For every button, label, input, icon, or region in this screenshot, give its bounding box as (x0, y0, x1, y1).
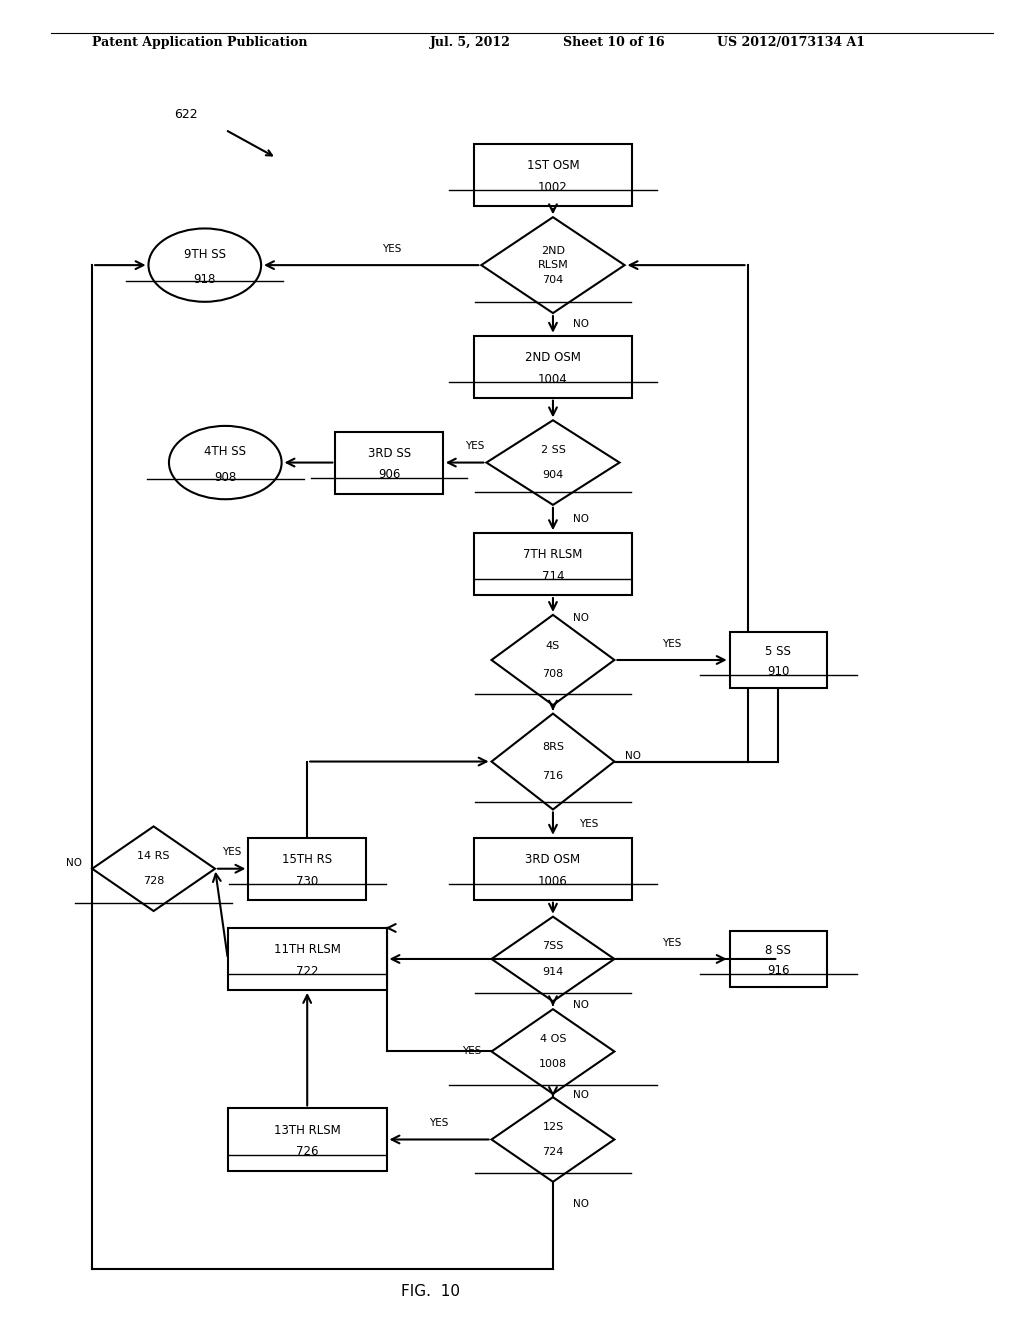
Polygon shape (92, 826, 215, 911)
Polygon shape (492, 916, 614, 1002)
Text: YES: YES (222, 847, 242, 858)
Text: 906: 906 (378, 469, 400, 482)
Text: 1006: 1006 (538, 875, 568, 887)
FancyBboxPatch shape (473, 144, 633, 206)
FancyBboxPatch shape (227, 928, 386, 990)
Text: NO: NO (573, 319, 590, 330)
Text: 8RS: 8RS (542, 742, 564, 752)
Text: 918: 918 (194, 273, 216, 286)
Text: 9TH SS: 9TH SS (183, 248, 226, 260)
Text: 7TH RLSM: 7TH RLSM (523, 548, 583, 561)
Polygon shape (486, 420, 620, 504)
Text: YES: YES (465, 441, 484, 451)
Text: 726: 726 (296, 1146, 318, 1159)
Text: 1002: 1002 (538, 181, 568, 194)
Text: 3RD OSM: 3RD OSM (525, 853, 581, 866)
Text: 1ST OSM: 1ST OSM (526, 160, 580, 172)
Text: NO: NO (66, 858, 82, 869)
FancyBboxPatch shape (729, 632, 827, 688)
Text: YES: YES (663, 639, 682, 648)
Text: Sheet 10 of 16: Sheet 10 of 16 (563, 36, 665, 49)
Text: NO: NO (573, 513, 590, 524)
Text: NO: NO (573, 1090, 590, 1101)
Polygon shape (492, 1097, 614, 1181)
Ellipse shape (169, 426, 282, 499)
Text: YES: YES (429, 1118, 449, 1129)
Text: 714: 714 (542, 570, 564, 583)
FancyBboxPatch shape (473, 335, 633, 397)
Text: 15TH RS: 15TH RS (283, 853, 332, 866)
Text: 728: 728 (143, 876, 164, 887)
Text: 716: 716 (543, 771, 563, 781)
Text: YES: YES (579, 818, 598, 829)
Text: 708: 708 (543, 668, 563, 678)
Text: 722: 722 (296, 965, 318, 978)
Ellipse shape (148, 228, 261, 302)
Text: 724: 724 (543, 1147, 563, 1158)
Text: YES: YES (462, 1047, 481, 1056)
Text: 4TH SS: 4TH SS (204, 445, 247, 458)
Text: 730: 730 (296, 875, 318, 887)
FancyBboxPatch shape (473, 838, 633, 900)
Text: 1008: 1008 (539, 1059, 567, 1069)
Text: 916: 916 (767, 964, 790, 977)
Polygon shape (492, 1010, 614, 1094)
Text: 13TH RLSM: 13TH RLSM (273, 1123, 341, 1137)
Text: 4S: 4S (546, 642, 560, 652)
Text: 4 OS: 4 OS (540, 1034, 566, 1044)
Text: 704: 704 (543, 275, 563, 285)
Text: 904: 904 (543, 470, 563, 480)
FancyBboxPatch shape (227, 1109, 386, 1171)
Text: NO: NO (573, 1199, 590, 1209)
Text: NO: NO (573, 612, 590, 623)
Text: 914: 914 (543, 966, 563, 977)
Text: 11TH RLSM: 11TH RLSM (273, 944, 341, 956)
FancyBboxPatch shape (473, 533, 633, 595)
Text: YES: YES (663, 937, 682, 948)
Text: 2ND: 2ND (541, 246, 565, 256)
Text: 7SS: 7SS (543, 941, 563, 952)
Text: NO: NO (625, 751, 641, 760)
Text: NO: NO (573, 1001, 590, 1010)
Text: 5 SS: 5 SS (765, 645, 792, 659)
Text: 2 SS: 2 SS (541, 445, 565, 455)
Polygon shape (481, 218, 625, 313)
Text: Patent Application Publication: Patent Application Publication (92, 36, 307, 49)
Text: 3RD SS: 3RD SS (368, 446, 411, 459)
Text: 12S: 12S (543, 1122, 563, 1131)
Text: 8 SS: 8 SS (765, 944, 792, 957)
Text: YES: YES (382, 244, 401, 253)
Text: 2ND OSM: 2ND OSM (525, 351, 581, 364)
Text: RLSM: RLSM (538, 260, 568, 271)
Text: 910: 910 (767, 665, 790, 677)
Polygon shape (492, 714, 614, 809)
Text: 1004: 1004 (538, 372, 568, 385)
Text: 14 RS: 14 RS (137, 851, 170, 861)
Text: US 2012/0173134 A1: US 2012/0173134 A1 (717, 36, 865, 49)
Text: FIG.  10: FIG. 10 (400, 1284, 460, 1299)
FancyBboxPatch shape (336, 432, 442, 494)
FancyBboxPatch shape (248, 838, 367, 900)
Text: 622: 622 (174, 108, 198, 121)
Text: 908: 908 (214, 471, 237, 483)
FancyBboxPatch shape (729, 931, 827, 987)
Text: Jul. 5, 2012: Jul. 5, 2012 (430, 36, 511, 49)
Polygon shape (492, 615, 614, 705)
